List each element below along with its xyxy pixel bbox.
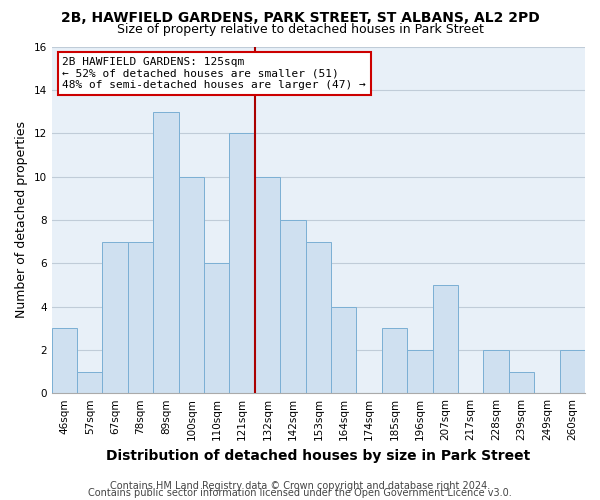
Bar bbox=[433, 285, 458, 393]
Y-axis label: Number of detached properties: Number of detached properties bbox=[15, 122, 28, 318]
Bar bbox=[280, 220, 305, 393]
Text: Contains public sector information licensed under the Open Government Licence v3: Contains public sector information licen… bbox=[88, 488, 512, 498]
X-axis label: Distribution of detached houses by size in Park Street: Distribution of detached houses by size … bbox=[106, 448, 530, 462]
Text: 2B HAWFIELD GARDENS: 125sqm
← 52% of detached houses are smaller (51)
48% of sem: 2B HAWFIELD GARDENS: 125sqm ← 52% of det… bbox=[62, 57, 366, 90]
Bar bbox=[77, 372, 103, 393]
Bar bbox=[331, 306, 356, 393]
Bar bbox=[128, 242, 153, 393]
Text: 2B, HAWFIELD GARDENS, PARK STREET, ST ALBANS, AL2 2PD: 2B, HAWFIELD GARDENS, PARK STREET, ST AL… bbox=[61, 11, 539, 25]
Bar bbox=[229, 133, 255, 393]
Bar bbox=[255, 176, 280, 393]
Bar bbox=[153, 112, 179, 393]
Bar bbox=[103, 242, 128, 393]
Bar bbox=[204, 263, 229, 393]
Bar bbox=[484, 350, 509, 393]
Bar bbox=[407, 350, 433, 393]
Bar bbox=[52, 328, 77, 393]
Text: Contains HM Land Registry data © Crown copyright and database right 2024.: Contains HM Land Registry data © Crown c… bbox=[110, 481, 490, 491]
Text: Size of property relative to detached houses in Park Street: Size of property relative to detached ho… bbox=[116, 22, 484, 36]
Bar bbox=[305, 242, 331, 393]
Bar bbox=[179, 176, 204, 393]
Bar bbox=[509, 372, 534, 393]
Bar bbox=[560, 350, 585, 393]
Bar bbox=[382, 328, 407, 393]
